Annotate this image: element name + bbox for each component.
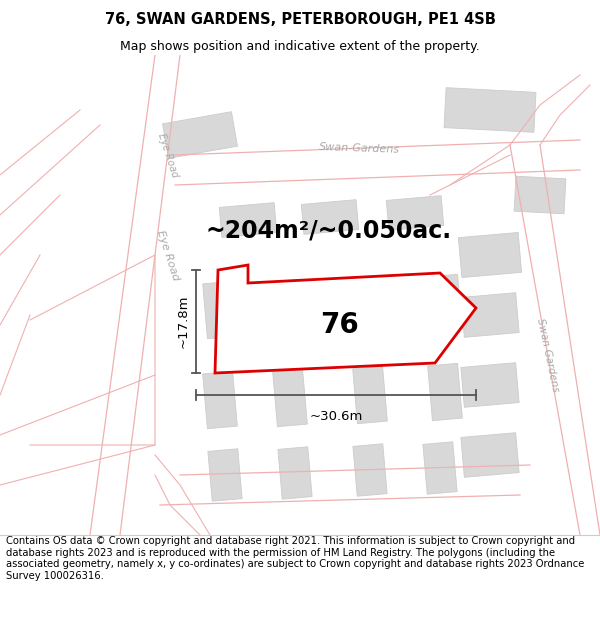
Polygon shape [458,232,521,278]
Text: 76, SWAN GARDENS, PETERBOROUGH, PE1 4SB: 76, SWAN GARDENS, PETERBOROUGH, PE1 4SB [104,12,496,27]
Polygon shape [423,442,457,494]
Polygon shape [203,281,238,339]
Text: Swan Gardens: Swan Gardens [535,318,560,392]
Text: ~17.8m: ~17.8m [177,295,190,348]
Polygon shape [461,292,519,338]
Polygon shape [272,369,307,427]
Polygon shape [278,447,312,499]
Text: Eye Road: Eye Road [155,229,181,281]
Text: Map shows position and indicative extent of the property.: Map shows position and indicative extent… [120,39,480,52]
Polygon shape [163,112,238,158]
Polygon shape [514,176,566,214]
Text: Contains OS data © Crown copyright and database right 2021. This information is : Contains OS data © Crown copyright and d… [6,536,584,581]
Polygon shape [428,363,463,421]
Polygon shape [208,449,242,501]
Polygon shape [353,444,387,496]
Text: Swan-Gardens: Swan-Gardens [319,142,401,154]
Polygon shape [353,366,388,424]
Polygon shape [301,199,359,234]
Text: ~30.6m: ~30.6m [310,410,362,423]
Polygon shape [461,432,519,478]
Polygon shape [428,274,463,332]
Polygon shape [215,265,476,373]
Text: ~204m²/~0.050ac.: ~204m²/~0.050ac. [205,218,451,242]
Polygon shape [444,88,536,132]
Polygon shape [272,279,307,337]
Text: Eye Road: Eye Road [156,132,180,178]
Polygon shape [353,276,388,334]
Polygon shape [386,196,444,231]
Polygon shape [203,371,238,429]
Text: 76: 76 [320,311,359,339]
Polygon shape [461,362,519,408]
Polygon shape [219,202,277,238]
